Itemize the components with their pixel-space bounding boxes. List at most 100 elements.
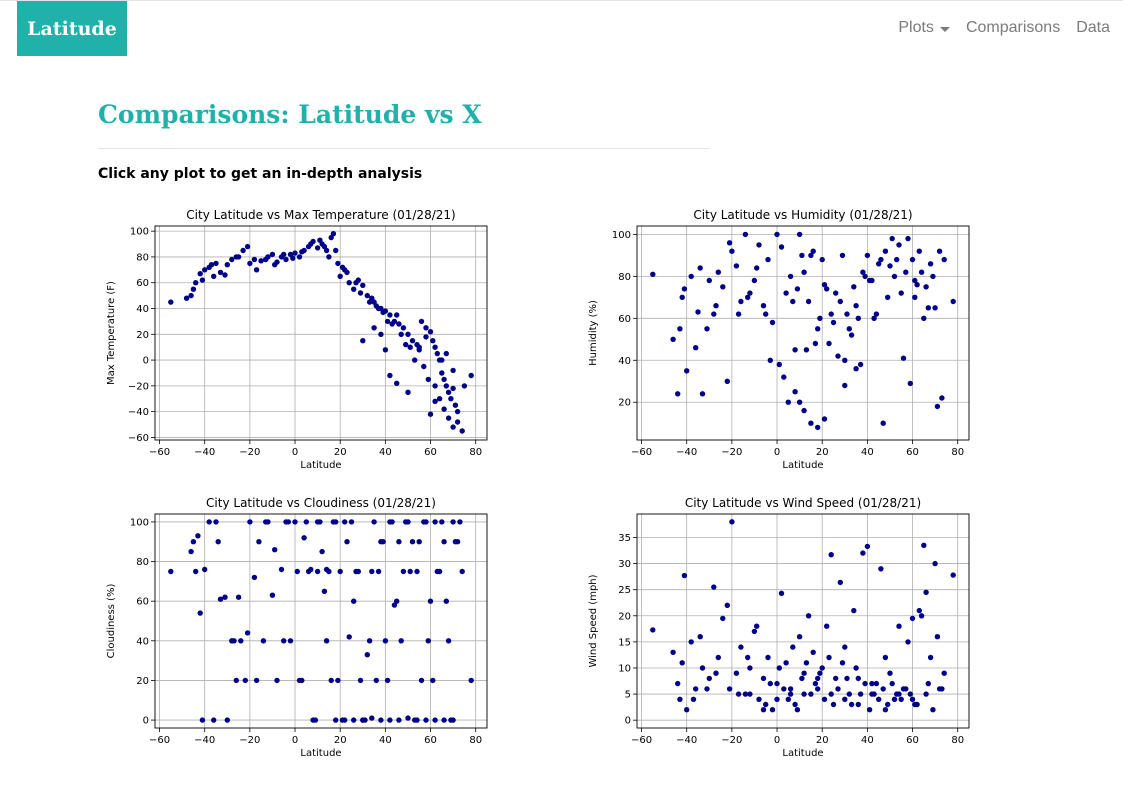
data-point [824, 623, 830, 629]
data-point [826, 340, 832, 347]
data-point [751, 277, 758, 284]
data-point [450, 367, 456, 374]
y-tick-label: 20 [136, 330, 149, 341]
data-point [317, 519, 323, 525]
data-point [432, 344, 438, 350]
data-point [896, 691, 902, 697]
brand-logo[interactable]: Latitude [17, 1, 127, 56]
data-point [256, 539, 262, 545]
data-point [898, 290, 904, 296]
title-divider [98, 148, 709, 149]
data-point [760, 707, 767, 713]
data-point [423, 325, 429, 331]
data-point [853, 366, 859, 372]
data-point [819, 665, 825, 671]
data-point [796, 231, 803, 238]
data-point [930, 273, 936, 280]
x-tick-label: −60 [631, 735, 652, 746]
data-point [778, 244, 785, 250]
data-point [894, 256, 900, 263]
data-point [950, 572, 956, 578]
data-point [932, 560, 938, 567]
data-point [796, 634, 803, 640]
data-point [326, 254, 332, 260]
plot-latitude-vs-cloudiness[interactable]: City Latitude vs Cloudiness (01/28/21) −6… [100, 490, 500, 775]
data-point [918, 269, 925, 275]
x-axis-label: Latitude [782, 460, 823, 471]
data-point [263, 256, 269, 263]
data-point [382, 638, 389, 644]
data-point [851, 607, 857, 614]
x-tick-label: 0 [292, 447, 298, 458]
data-point [693, 345, 699, 351]
data-point [407, 344, 413, 350]
data-point [720, 284, 726, 290]
data-point [373, 677, 379, 684]
plot-latitude-vs-humidity[interactable]: City Latitude vs Humidity (01/28/21) −60 −… [582, 202, 982, 487]
data-point [439, 519, 445, 525]
data-point [274, 677, 280, 684]
data-point [684, 368, 690, 374]
data-point [434, 568, 440, 575]
data-point [199, 277, 206, 283]
data-point [272, 262, 278, 268]
data-point [416, 344, 422, 350]
data-point [835, 686, 841, 692]
data-point [294, 568, 300, 575]
data-point [681, 572, 688, 579]
data-point [450, 385, 456, 392]
plot-latitude-vs-wind-speed[interactable]: City Latitude vs Wind Speed (01/28/21) −6… [582, 490, 982, 775]
plot-latitude-vs-max-temperature[interactable]: City Latitude vs Max Temperature (01/28/… [100, 202, 500, 487]
data-point [900, 355, 907, 361]
data-point [778, 590, 785, 596]
nav-plots-dropdown[interactable]: Plots [898, 19, 950, 37]
x-tick-label: 20 [334, 735, 347, 746]
axes-frame [636, 225, 970, 441]
data-point [833, 675, 839, 682]
x-tick-label: 60 [424, 447, 437, 458]
x-tick-label: −40 [194, 735, 215, 746]
data-point [857, 691, 864, 697]
data-point [281, 638, 287, 644]
data-point [272, 547, 278, 553]
data-point [812, 680, 819, 687]
y-tick-label: 40 [618, 356, 631, 367]
data-point [251, 574, 258, 581]
data-point [396, 539, 402, 545]
data-point [283, 256, 289, 263]
data-point [815, 424, 821, 431]
data-point [351, 717, 357, 723]
data-point [842, 382, 848, 389]
data-point [217, 596, 224, 602]
data-point [459, 568, 465, 575]
data-point [321, 588, 328, 594]
data-point [842, 357, 848, 363]
data-point [934, 634, 941, 640]
data-point [909, 256, 916, 263]
nav-data-link[interactable]: Data [1076, 19, 1110, 36]
data-point [711, 584, 717, 590]
data-point [233, 677, 239, 684]
data-point [887, 670, 893, 676]
x-tick-label: −20 [239, 735, 260, 746]
data-point [454, 408, 461, 415]
data-point [808, 252, 814, 259]
data-point [729, 519, 735, 525]
data-point [699, 391, 706, 397]
data-point [299, 249, 305, 255]
data-point [851, 284, 857, 290]
data-point [296, 254, 303, 260]
data-point [314, 245, 321, 251]
data-point [353, 568, 359, 575]
data-point [421, 363, 427, 370]
data-point [369, 715, 375, 721]
data-point [792, 701, 798, 708]
x-tick-label: 20 [816, 735, 829, 746]
nav-comparisons-link[interactable]: Comparisons [965, 19, 1061, 36]
data-point [384, 318, 391, 325]
data-point [193, 280, 199, 286]
data-point [168, 299, 174, 305]
data-point [733, 263, 740, 269]
data-point [817, 315, 823, 321]
data-point [681, 286, 688, 292]
